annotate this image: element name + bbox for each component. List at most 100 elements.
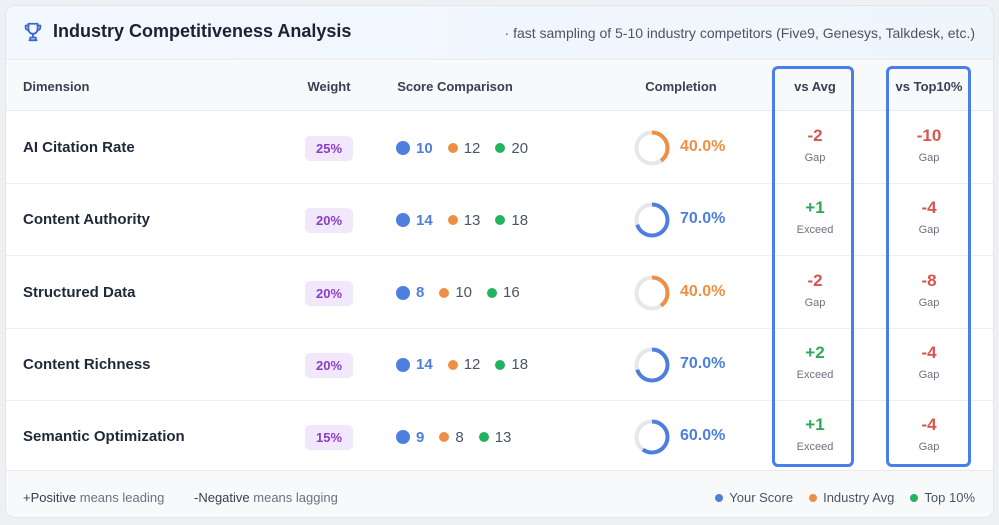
your-score-value: 8 — [416, 284, 425, 302]
industry-avg-score: 12 — [447, 356, 480, 373]
ring-progress — [634, 130, 670, 166]
vs-avg-cell: +1 Exceed — [770, 198, 860, 236]
completion-ring — [634, 202, 670, 238]
industry-avg-dot-icon — [447, 143, 458, 153]
your-score-value: 9 — [416, 428, 425, 446]
legend-dot-icon — [910, 493, 919, 502]
completion-percent: 70.0% — [680, 354, 726, 372]
score-comparison: 10 12 20 — [396, 137, 543, 159]
top10-value: 18 — [511, 211, 529, 229]
vs-avg-label: Exceed — [796, 224, 834, 237]
weight-badge: 20% — [305, 280, 353, 306]
industry-avg-dot-icon — [439, 432, 450, 443]
top10-score: 20 — [495, 140, 528, 157]
completion-percent: 40.0% — [680, 282, 726, 300]
top10-score: 16 — [487, 284, 520, 301]
your-score: 8 — [396, 284, 424, 301]
weight-badge: 20% — [305, 208, 353, 234]
vs-top10-label: Gap — [918, 224, 940, 237]
trophy-icon — [24, 22, 42, 42]
legend-dot-icon — [809, 493, 818, 502]
dimension-name: Structured Data — [23, 283, 136, 301]
vs-top10-value: -4 — [921, 415, 937, 435]
table-header: Dimension Weight Score Comparison Comple… — [6, 61, 993, 111]
col-completion: Completion — [645, 79, 717, 94]
vs-top10-value: -8 — [921, 270, 937, 290]
vs-avg-value: +1 — [805, 415, 825, 435]
top10-dot-icon — [495, 359, 506, 370]
vs-avg-label: Gap — [804, 296, 826, 309]
vs-top10-label: Gap — [918, 152, 940, 164]
col-weight: Weight — [307, 79, 351, 94]
table-row: AI Citation Rate 25% 10 12 20 40.0% -2 Gap -10 Ga… — [6, 112, 993, 184]
your-score-dot-icon — [396, 357, 410, 372]
legend-top10: Top 10% — [910, 490, 975, 505]
vs-top10-label: Gap — [918, 368, 940, 381]
vs-avg-value: +2 — [805, 342, 825, 362]
your-score-dot-icon — [396, 285, 410, 300]
card-footer: +Positive means leading -Negative means … — [6, 470, 993, 517]
ring-progress — [634, 347, 670, 383]
your-score-dot-icon — [396, 213, 410, 228]
ring-progress — [634, 202, 670, 238]
vs-avg-cell: +2 Exceed — [770, 343, 860, 381]
score-comparison: 14 12 18 — [396, 354, 543, 376]
vs-avg-cell: +1 Exceed — [770, 415, 860, 453]
col-vs-top10: vs Top10% — [895, 79, 963, 94]
top10-value: 13 — [494, 428, 512, 446]
vs-avg-label: Exceed — [796, 368, 834, 381]
top10-dot-icon — [487, 287, 498, 298]
legend-dot-icon — [715, 493, 724, 502]
vs-top10-value: -4 — [921, 342, 937, 362]
top10-value: 18 — [511, 356, 529, 374]
vs-top10-label: Gap — [918, 441, 940, 454]
legend-label: Industry Avg — [823, 490, 895, 505]
dimension-name: Content Richness — [23, 355, 151, 373]
industry-avg-dot-icon — [447, 215, 458, 226]
industry-avg-value: 8 — [455, 428, 464, 446]
score-comparison: 9 8 13 — [396, 426, 526, 448]
top10-dot-icon — [495, 215, 506, 226]
col-dimension: Dimension — [23, 79, 90, 94]
card-header: Industry Competitiveness Analysis · fast… — [6, 6, 993, 60]
completion-percent: 60.0% — [680, 427, 726, 445]
top10-score: 13 — [478, 428, 512, 446]
industry-avg-value: 13 — [463, 211, 481, 229]
positive-note: +Positive means leading — [23, 490, 164, 505]
top10-value: 16 — [503, 284, 520, 302]
vs-avg-value: -2 — [807, 270, 823, 290]
dimension-name: AI Citation Rate — [23, 139, 135, 156]
industry-avg-dot-icon — [447, 359, 458, 370]
table-row: Semantic Optimization 15% 9 8 13 60.0% +1 Excee… — [6, 401, 993, 474]
score-comparison: 8 10 16 — [396, 282, 535, 304]
vs-top10-value: -4 — [921, 198, 937, 218]
industry-avg-score: 12 — [447, 139, 481, 157]
completion-ring — [634, 275, 670, 311]
completion-ring — [634, 419, 670, 455]
vs-top10-label: Gap — [918, 296, 940, 309]
industry-avg-dot-icon — [439, 287, 450, 298]
completion-percent: 70.0% — [680, 210, 726, 228]
industry-avg-value: 12 — [463, 139, 481, 157]
your-score: 9 — [396, 429, 424, 446]
legend-label: Your Score — [729, 490, 794, 505]
vs-top10-cell: -4 Gap — [884, 198, 974, 236]
vs-avg-value: +1 — [805, 198, 825, 218]
legend-label: Top 10% — [924, 490, 975, 505]
completion-ring — [634, 347, 670, 383]
weight-badge: 25% — [305, 136, 353, 161]
positive-text: means leading — [79, 490, 165, 505]
top10-score: 18 — [495, 356, 528, 373]
ring-progress — [634, 275, 670, 311]
top10-score: 18 — [495, 212, 528, 229]
competitiveness-card: Industry Competitiveness Analysis · fast… — [5, 5, 994, 518]
your-score-value: 14 — [416, 211, 433, 229]
vs-top10-cell: -8 Gap — [884, 271, 974, 309]
your-score: 14 — [396, 356, 433, 373]
vs-avg-label: Gap — [804, 152, 826, 164]
table-row: Structured Data 20% 8 10 16 40.0% -2 Gap -8 Gap — [6, 257, 993, 329]
dimension-name: Semantic Optimization — [23, 428, 185, 446]
col-vs-avg: vs Avg — [794, 79, 836, 94]
ring-progress — [634, 419, 670, 455]
top10-value: 20 — [511, 139, 529, 157]
